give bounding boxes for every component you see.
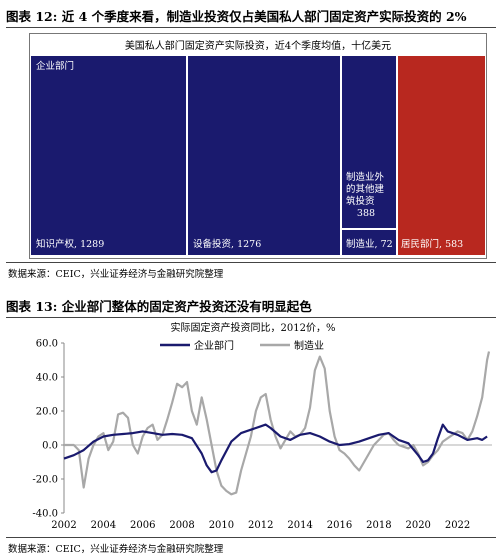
series-line-manufacturing: [64, 351, 491, 496]
x-tick-label: 2020: [405, 520, 430, 531]
treemap-value-ip: 1289: [80, 239, 105, 250]
x-tick-label: 2016: [327, 520, 352, 531]
treemap-value-other-structures: 388: [356, 208, 376, 219]
legend: 企业部门 制造业: [160, 339, 324, 352]
treemap-panel: [29, 33, 487, 259]
legend-label-enterprise: 企业部门: [194, 339, 234, 352]
figure-12-top-rule: [6, 27, 496, 28]
treemap-label-manufacturing: 制造业, 72: [346, 239, 393, 250]
x-tick-label: 2002: [51, 520, 76, 531]
series-line-enterprise: [63, 423, 488, 474]
figure-12-source: 数据来源：CEIC，兴业证券经济与金融研究院整理: [8, 269, 224, 280]
series-layer: [63, 351, 491, 496]
x-tick-label: 2004: [91, 520, 116, 531]
figure-13-source: 数据来源：CEIC，兴业证券经济与金融研究院整理: [8, 544, 224, 555]
y-tick-label: 40.0: [36, 373, 58, 384]
treemap-group-label-enterprise: 企业部门: [36, 61, 75, 72]
y-tick-label: 20.0: [36, 407, 58, 418]
treemap-tile-ip: 企业部门 知识产权, 1289: [31, 56, 186, 255]
treemap-name-residential: 居民部门: [401, 239, 440, 250]
line-chart-title: 实际固定资产投资同比，2012价，%: [171, 321, 336, 334]
treemap-name-manufacturing: 制造业: [346, 239, 375, 250]
treemap-label-residential: 居民部门, 583: [401, 239, 464, 250]
x-tick-label: 2014: [287, 520, 312, 531]
treemap-name-equipment: 设备投资: [193, 239, 232, 250]
treemap-value-equipment: 1276: [237, 239, 262, 250]
figure-12-bottom-rule: [6, 262, 496, 263]
treemap-label-ip: 知识产权, 1289: [36, 239, 105, 250]
y-tick-label: 60.0: [36, 339, 58, 350]
line-chart: 实际固定资产投资同比，2012价，% 企业部门 制造业 60.0 40.0 20.0…: [32, 321, 492, 531]
figure-13-bottom-rule: [6, 537, 496, 538]
figure-13-top-rule: [6, 317, 496, 318]
x-tick-label: 2012: [248, 520, 273, 531]
x-tick-label: 2018: [366, 520, 391, 531]
treemap-value-residential: 583: [445, 239, 464, 250]
treemap-tile-equipment: 设备投资, 1276: [188, 56, 340, 255]
x-tick-label: 2022: [445, 520, 470, 531]
y-tick-label: -40.0: [32, 509, 58, 520]
treemap-label-other-structures: 制造业外的其他建筑投资 388: [346, 172, 386, 220]
legend-label-manufacturing: 制造业: [294, 339, 324, 352]
treemap-tile-residential: 居民部门, 583: [398, 56, 485, 255]
y-tick-label: 0.0: [42, 441, 58, 452]
treemap-tile-manufacturing: 制造业, 72: [342, 230, 396, 255]
x-tick-label: 2010: [209, 520, 234, 531]
figure-12-title: 图表 12: 近 4 个季度来看，制造业投资仅占美国私人部门固定资产实际投资的 …: [6, 9, 467, 24]
figure-13-title: 图表 13: 企业部门整体的固定资产投资还没有明显起色: [6, 299, 312, 314]
treemap-name-other-structures: 制造业外的其他建筑投资: [346, 172, 385, 207]
y-tick-label: -20.0: [32, 475, 58, 486]
treemap-name-ip: 知识产权: [36, 239, 75, 250]
x-tick-label: 2006: [130, 520, 155, 531]
treemap-tile-other-structures: 制造业外的其他建筑投资 388: [342, 56, 396, 228]
x-tick-label: 2008: [169, 520, 194, 531]
treemap-value-manufacturing: 72: [380, 239, 393, 250]
treemap-title: 美国私人部门固定资产实际投资，近4个季度均值，十亿美元: [124, 41, 392, 52]
treemap-label-equipment: 设备投资, 1276: [193, 239, 262, 250]
